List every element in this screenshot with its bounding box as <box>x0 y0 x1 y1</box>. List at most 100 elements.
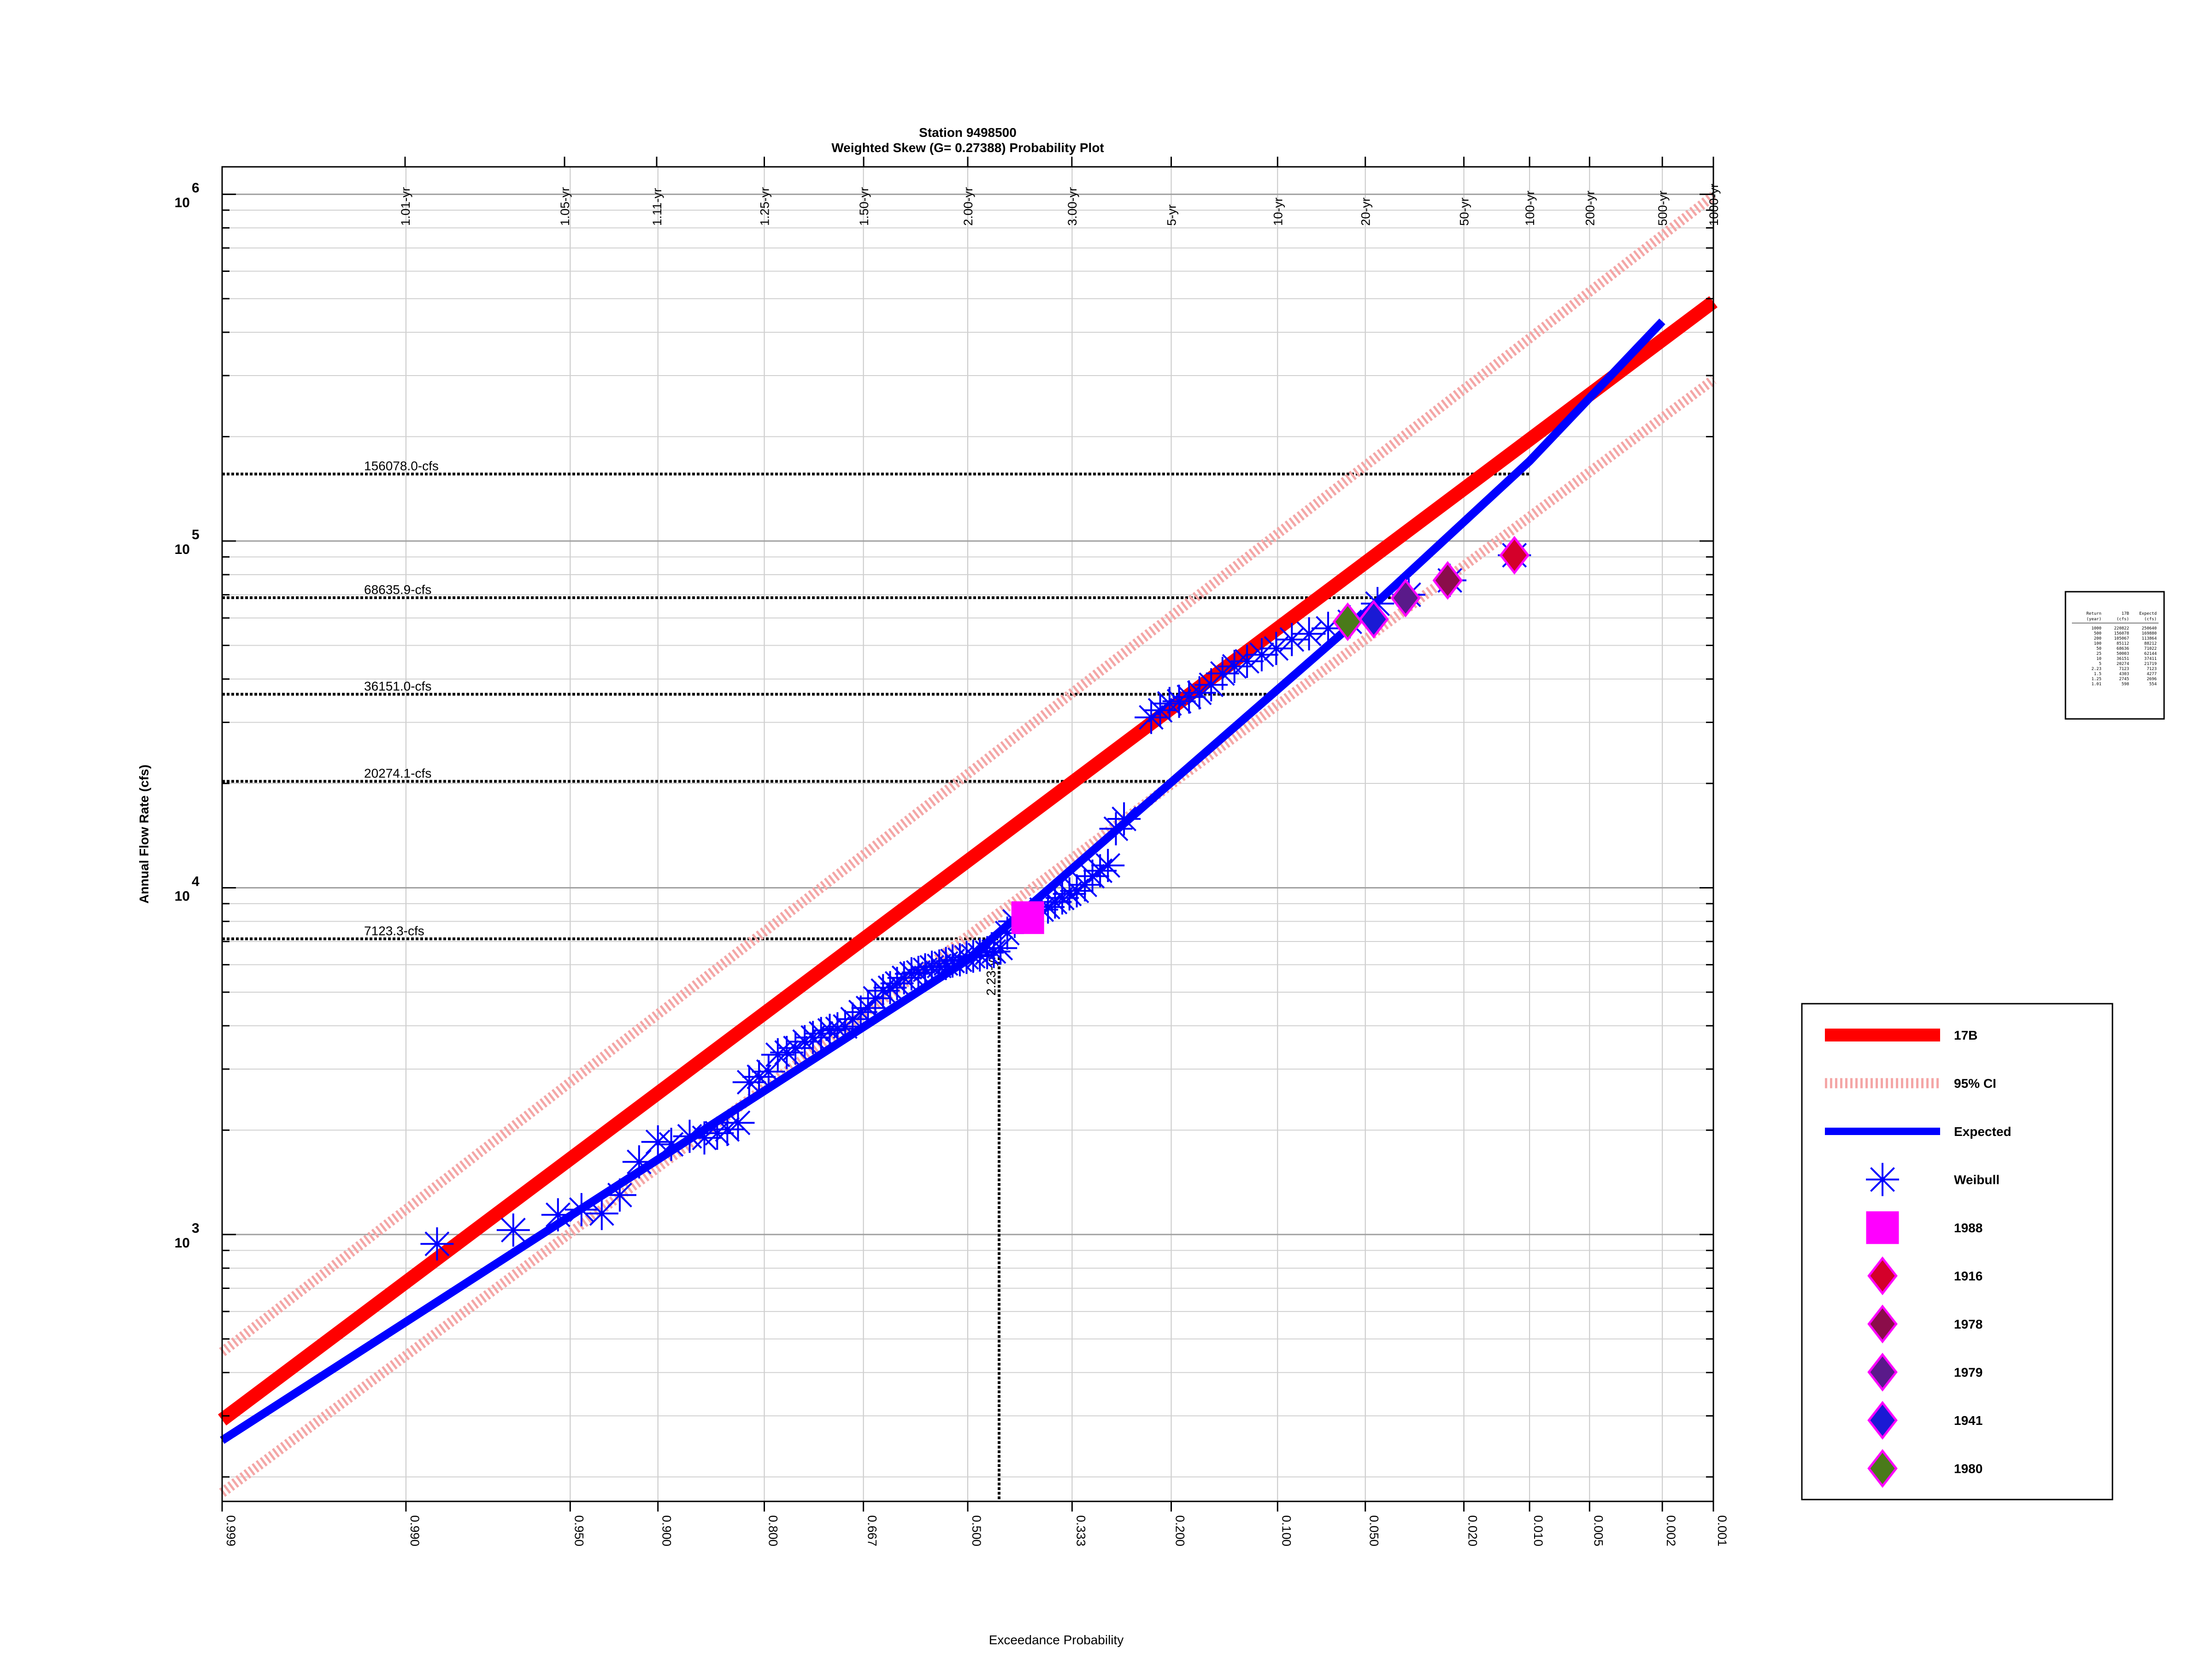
asterisk-stroke <box>927 953 952 979</box>
x-tick-label: 0.500 <box>970 1515 983 1547</box>
table-cell: 88212 <box>2144 641 2157 646</box>
weibull-point <box>688 1121 721 1155</box>
asterisk-stroke <box>1112 806 1137 831</box>
legend-entry-1916: 1916 <box>1867 1256 1983 1295</box>
legend-label: 1979 <box>1954 1365 1983 1380</box>
table-cell: 105067 <box>2114 636 2129 641</box>
highlight-point-1979 <box>1390 578 1421 618</box>
highlight-point-1916 <box>1499 535 1530 575</box>
x-tick-label: 0.020 <box>1466 1515 1480 1547</box>
table-cell: 2696 <box>2147 677 2157 682</box>
return-period-ticks: 1.01-yr 1.05-yr 1.11-yr 1.25-yr 1.50-yr 2.00-… <box>399 157 1721 226</box>
weibull-point <box>1107 802 1141 835</box>
x-tick-label: 0.010 <box>1531 1515 1545 1547</box>
legend-entry-1988: 1988 <box>1866 1211 1983 1244</box>
series-line-17b <box>218 296 1718 1426</box>
weibull-point <box>1259 632 1293 665</box>
weibull-point <box>894 957 928 991</box>
y-tick-label: 10 <box>175 195 190 211</box>
legend-swatch <box>1867 1400 1898 1440</box>
highlight-point-1988 <box>1011 901 1044 934</box>
x-axis-ticks: 0.999 0.990 0.950 0.900 0.800 0.667 0.500 0.333… <box>221 1501 1729 1547</box>
highlight-point-1980 <box>1332 602 1363 641</box>
return-period-tick-label: 1.05-yr <box>558 187 572 226</box>
legend-entry-1978: 1978 <box>1867 1304 1983 1344</box>
asterisk-stroke <box>645 1130 671 1154</box>
threshold-label: 7123.3-cfs <box>364 924 424 938</box>
weibull-point <box>420 1227 454 1261</box>
table-cell: 1000 <box>2091 626 2101 631</box>
y-tick-exponent: 4 <box>192 874 200 889</box>
legend-entry-1980: 1980 <box>1867 1449 1983 1488</box>
legend-swatch <box>1867 1256 1898 1295</box>
asterisk-stroke <box>981 939 1006 964</box>
legend-entry-expected: Expected <box>1825 1124 2012 1139</box>
table-cell: 500 <box>2094 631 2101 636</box>
return-period-tick-label: 100-yr <box>1523 190 1537 226</box>
return-period-tick-label: 1.50-yr <box>857 187 871 226</box>
weibull-point <box>1135 700 1168 734</box>
table-cell: 598 <box>2122 682 2129 687</box>
return-period-tick-label: 2.00-yr <box>961 187 975 226</box>
grid <box>222 167 1714 1501</box>
table-header: Expectd <box>2139 612 2157 616</box>
asterisk-stroke <box>1249 642 1274 667</box>
chart-title: Station 9498500 <box>919 125 1017 140</box>
asterisk-stroke <box>1095 853 1121 878</box>
legend-swatch <box>1866 1163 1899 1196</box>
weibull-point <box>866 974 900 1007</box>
table-cell: 25 <box>2096 652 2101 656</box>
weibull-point <box>700 1117 734 1150</box>
table-cell: 10 <box>2096 657 2101 661</box>
table-cell: 7123 <box>2147 667 2157 671</box>
weibull-point <box>496 1213 530 1247</box>
weibull-point <box>721 1106 755 1140</box>
weibull-point <box>1292 617 1326 651</box>
table-cell: 2.23 <box>2091 667 2101 671</box>
threshold-label: 68635.9-cfs <box>364 582 431 597</box>
legend-label: 17B <box>1954 1028 1977 1042</box>
series-line-95-ci <box>219 192 1717 1356</box>
asterisk-stroke <box>1235 649 1259 674</box>
return-period-tick-label: 1.11-yr <box>650 188 664 226</box>
weibull-point <box>851 991 885 1025</box>
asterisk-stroke <box>1264 636 1289 661</box>
x-tick-label: 0.333 <box>1074 1515 1088 1547</box>
weibull-point <box>565 1193 598 1226</box>
weibull-point <box>984 931 1018 965</box>
table-cell: 220822 <box>2114 626 2129 631</box>
legend-label: 1941 <box>1954 1413 1983 1428</box>
legend-entry-1941: 1941 <box>1867 1400 1983 1440</box>
weibull-point <box>1143 694 1177 727</box>
table-cell: 20274 <box>2117 662 2129 666</box>
x-tick-label: 0.667 <box>865 1515 879 1547</box>
asterisk-stroke <box>677 1124 702 1149</box>
table-cell: 200 <box>2094 636 2101 641</box>
return-period-tick-label: 5-yr <box>1165 204 1179 226</box>
summary-table: Return 17B Expectd (year) (cfs) (cfs) 1000 2208… <box>2065 591 2165 720</box>
legend: 17B 95% CI Expected Weibull 1988 1916 1978 1979… <box>1801 1003 2113 1500</box>
weibull-point <box>943 943 977 977</box>
table-cell: 62144 <box>2144 652 2157 656</box>
weibull-point <box>673 1119 706 1153</box>
weibull-point <box>1099 812 1133 846</box>
asterisk-stroke <box>705 1121 730 1146</box>
weibull-point <box>1083 854 1117 888</box>
asterisk-stroke <box>906 960 931 985</box>
y-tick-exponent: 5 <box>192 527 200 542</box>
weibull-point <box>603 1178 636 1212</box>
table-cell: 85112 <box>2117 641 2129 646</box>
table-cell: 156078 <box>2114 631 2129 636</box>
y-tick-exponent: 6 <box>192 181 200 196</box>
table-header: Return <box>2086 612 2101 616</box>
return-period-tick-label: 3.00-yr <box>1065 187 1079 226</box>
asterisk-stroke <box>933 951 959 976</box>
asterisk-stroke <box>988 935 1013 961</box>
asterisk-stroke <box>1222 654 1247 679</box>
y-tick-label: 10 <box>175 1235 190 1251</box>
weibull-point <box>742 1060 776 1094</box>
weibull-point <box>779 1031 812 1065</box>
legend-swatch <box>1867 1449 1898 1488</box>
